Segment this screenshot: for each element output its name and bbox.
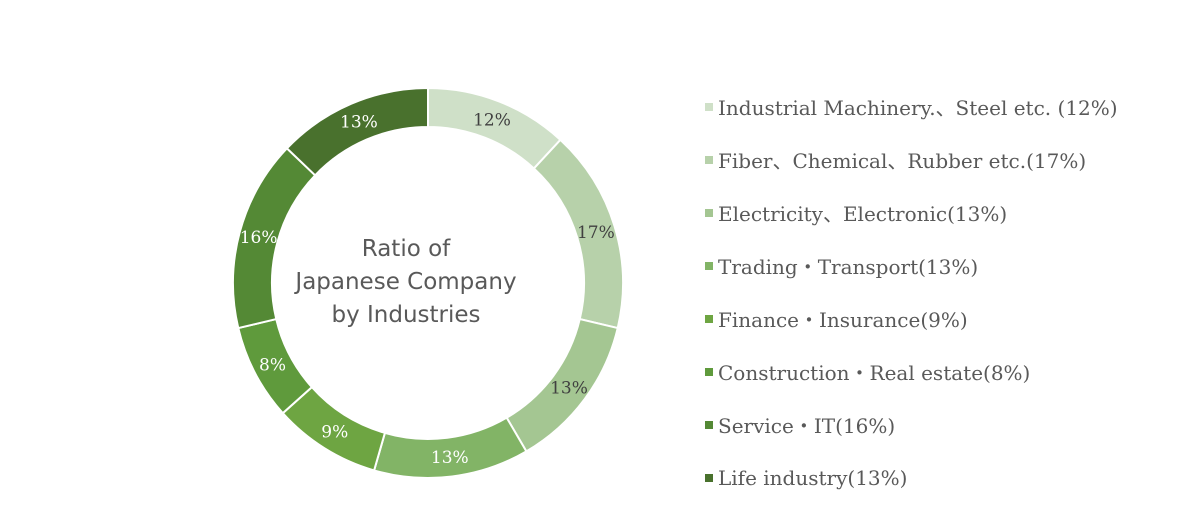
legend-item-8: Life industry(13%) xyxy=(705,451,1118,504)
legend-item-1: Industrial Machinery.、Steel etc. (12%) xyxy=(705,80,1118,133)
legend-item-4: Trading・Transport(13%) xyxy=(705,239,1118,292)
donut-data-labels: 12% 17% 13% 13% 9% 8% 16% 13% xyxy=(240,111,615,469)
donut-slice-8 xyxy=(285,86,429,177)
data-label-1: 12% xyxy=(473,111,511,131)
legend-label: Construction・Real estate(8%) xyxy=(718,361,1031,385)
legend-label: Trading・Transport(13%) xyxy=(718,255,979,279)
legend-label: Fiber、Chemical、Rubber etc.(17%) xyxy=(718,149,1087,173)
legend-swatch xyxy=(705,367,713,376)
legend-label: Service・IT(16%) xyxy=(718,414,896,438)
legend-label: Life industry(13%) xyxy=(718,465,908,490)
data-label-6: 8% xyxy=(259,355,286,375)
data-label-5: 9% xyxy=(321,423,348,443)
legend-swatch xyxy=(705,420,713,429)
chart-legend: Industrial Machinery.、Steel etc. (12%) Fi… xyxy=(705,80,1118,504)
legend-swatch xyxy=(705,261,713,270)
legend-swatch xyxy=(705,314,713,323)
data-label-2: 17% xyxy=(577,223,615,243)
chart-title: Ratio of Japanese Company by Industries xyxy=(256,233,556,332)
legend-label: Electricity、Electronic(13%) xyxy=(718,202,1008,226)
legend-item-7: Service・IT(16%) xyxy=(705,398,1118,451)
chart-title-line-1: Ratio of xyxy=(361,236,451,262)
data-label-4: 13% xyxy=(431,448,469,468)
legend-swatch xyxy=(705,208,713,217)
legend-item-2: Fiber、Chemical、Rubber etc.(17%) xyxy=(705,133,1118,186)
legend-swatch xyxy=(705,155,713,164)
data-label-8: 13% xyxy=(340,113,378,133)
data-label-3: 13% xyxy=(550,378,588,398)
chart-title-line-2: Japanese Company xyxy=(295,269,517,295)
legend-swatch xyxy=(705,473,713,482)
donut-slices xyxy=(232,86,624,479)
legend-swatch xyxy=(705,102,713,111)
legend-label: Industrial Machinery.、Steel etc. (12%) xyxy=(718,96,1118,120)
legend-item-5: Finance・Insurance(9%) xyxy=(705,292,1118,345)
legend-item-6: Construction・Real estate(8%) xyxy=(705,345,1118,398)
data-label-7: 16% xyxy=(240,228,278,248)
legend-item-3: Electricity、Electronic(13%) xyxy=(705,186,1118,239)
legend-label: Finance・Insurance(9%) xyxy=(718,308,968,332)
chart-title-line-3: by Industries xyxy=(331,302,481,328)
